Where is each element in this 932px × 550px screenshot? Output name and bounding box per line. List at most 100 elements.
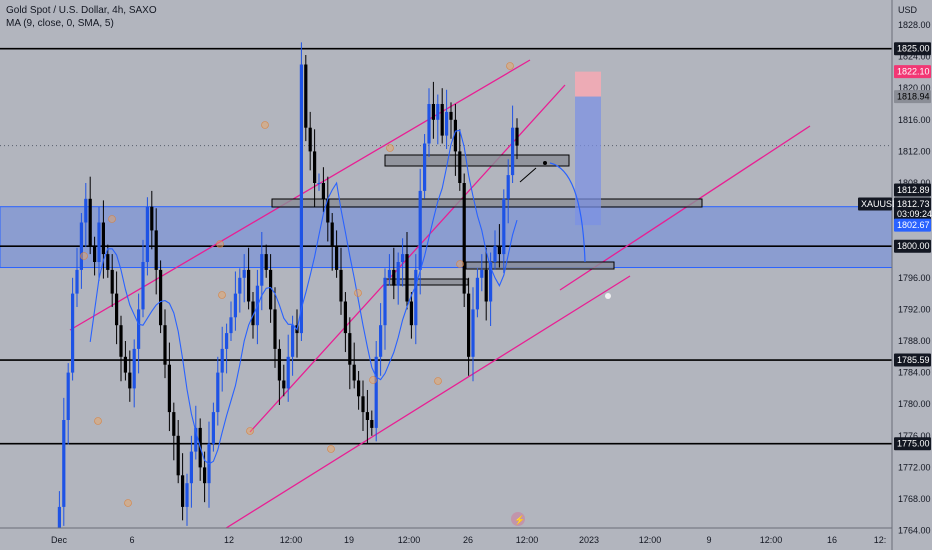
candle-body [423,143,427,191]
tag-symbol: XAUUSD [861,199,899,209]
tag-symbol-bg [858,197,892,211]
candle-body [88,198,92,247]
candle-body [453,119,457,152]
candle-body [277,348,281,381]
candle-body [53,546,56,550]
candle-body [370,420,374,428]
flash-icon: ⚡ [514,514,525,526]
candle-body [260,254,264,286]
pivot-marker [261,121,269,129]
candle-body [229,317,233,334]
tag-level-1775: 1775.00 [897,439,930,449]
candle-body [299,64,303,334]
rect-zone-1[interactable] [271,198,703,208]
candle-body [339,269,343,302]
candle-body [357,380,361,397]
channel-line-2[interactable] [215,275,631,535]
tag-target-low: 1802.67 [897,220,930,230]
candle-body [194,427,198,452]
candle-body [185,483,189,507]
alert-marker[interactable] [605,293,611,299]
candle-body [418,190,422,270]
pivot-marker [80,252,88,260]
candle-body [471,309,475,357]
tag-last-bg [894,197,931,211]
candle-body [511,127,515,176]
candle-body [405,254,409,302]
stop-loss-box[interactable] [575,71,601,97]
candle-body [431,104,435,120]
candle-body [132,348,136,389]
candle-body [176,435,180,476]
price-tick-label: 1796.00 [898,273,931,283]
candle-body [189,451,193,484]
candle-body [308,127,312,152]
tag-high-bg [894,183,931,197]
tag-level-1785-bg [894,353,931,367]
time-tick-label: 9 [706,535,711,545]
candle-body [71,293,75,373]
time-tick-label: 12:00 [639,535,662,545]
candle-body [396,262,400,286]
time-tick-label: 6 [129,535,134,545]
candle-body [154,230,158,270]
candle-body [145,206,149,262]
price-tick-label: 1808.00 [898,178,931,188]
pivot-marker [456,260,464,268]
time-tick-label: 16 [827,535,837,545]
candle-body [348,333,352,365]
candle-body [233,293,237,318]
candle-body [427,104,431,144]
tag-level-1775-bg [894,437,931,451]
candle-body [489,262,493,302]
price-tick-label: 1764.00 [898,526,931,536]
candle-body [286,356,290,389]
candle-body [106,254,110,270]
candle-body [467,293,471,357]
pivot-marker [94,417,102,425]
candle-body [436,104,440,120]
time-tick-label: 12:00 [760,535,783,545]
candle-body [321,183,325,199]
plot-layer: ⚡ [0,42,892,550]
event-badge[interactable] [511,512,525,526]
forecast-curve [549,162,586,263]
candle-body [304,64,308,128]
candle-body [101,222,105,255]
candle-body [75,269,79,294]
candle-body [291,325,295,357]
symbol-title[interactable]: Gold Spot / U.S. Dollar, 4h, SAXO [6,5,157,16]
candle-body [409,301,413,326]
rect-zone-3[interactable] [465,261,615,270]
price-tick-label: 1768.00 [898,494,931,504]
candle-body [440,104,444,136]
candle-body [220,348,224,373]
price-tick-label: 1792.00 [898,304,931,314]
candle-body [93,246,97,262]
candle-body [247,269,251,302]
pivot-marker [369,376,377,384]
candle-body [383,277,387,326]
pivot-marker [327,445,335,453]
candle-body [79,222,83,270]
candle-body [62,420,66,507]
tag-level-1825: 1825.00 [897,44,930,54]
take-profit-box[interactable] [575,96,601,226]
price-tick-label: 1780.00 [898,399,931,409]
rect-zone-0[interactable] [384,154,570,167]
pivot-marker [218,291,226,299]
candle-body [97,222,101,262]
candle-body [159,269,163,326]
indicator-label[interactable]: MA (9, close, 0, SMA, 5) [6,18,114,29]
time-tick-label: 12: [874,535,887,545]
candle-body [392,269,396,286]
candle-body [57,506,61,528]
candle-body [119,325,123,357]
candle-body [273,309,277,349]
time-tick-label: 12:00 [398,535,421,545]
candle-body [203,467,207,484]
candle-body [365,412,369,420]
candle-body [445,111,449,136]
